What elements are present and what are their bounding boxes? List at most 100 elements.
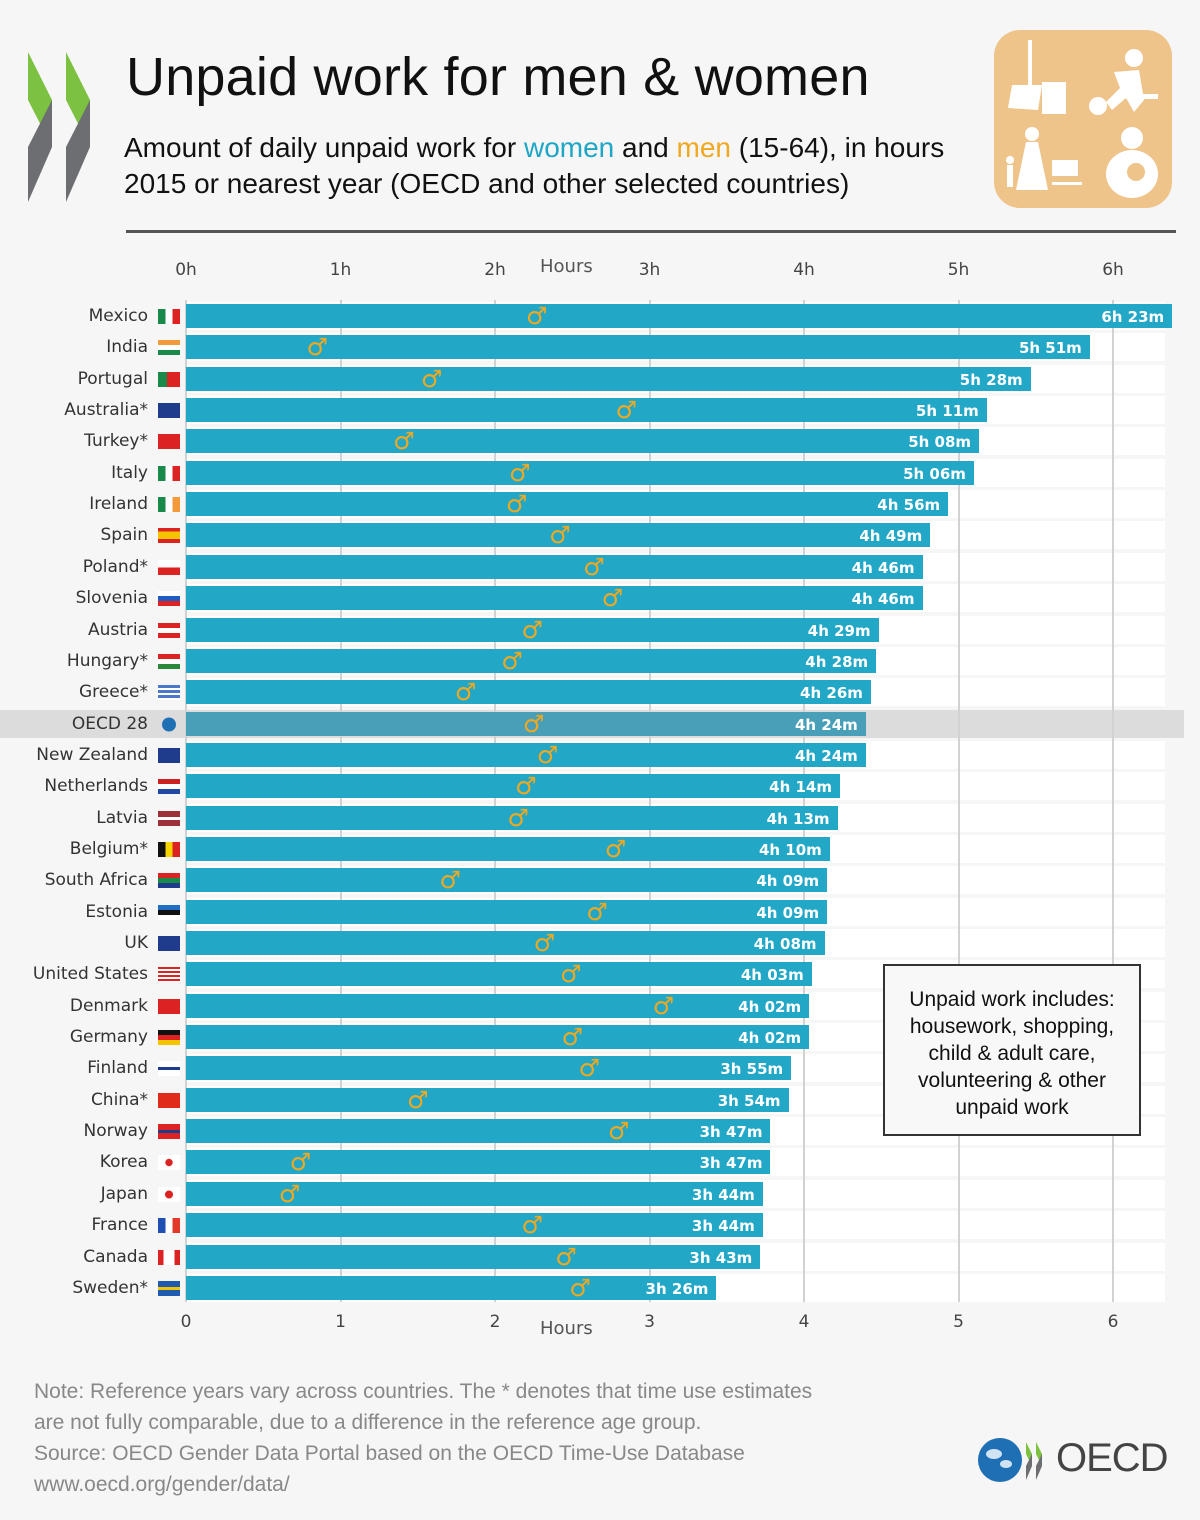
bar-women[interactable] — [186, 1119, 771, 1144]
category-label: Norway — [83, 1121, 149, 1142]
bar-value-label: 3h 26m — [645, 1279, 709, 1298]
source-url[interactable]: www.oecd.org/gender/data/ — [34, 1473, 290, 1496]
male-marker-icon: ♂ — [306, 333, 329, 362]
category-label: China* — [90, 1089, 148, 1110]
category-label: New Zealand — [36, 744, 148, 765]
bar-women[interactable] — [186, 836, 830, 861]
bar-value-label: 4h 46m — [851, 590, 915, 609]
bar-value-label: 3h 44m — [691, 1185, 755, 1204]
unpaid-work-definition-box: Unpaid work includes: housework, shoppin… — [883, 964, 1141, 1136]
bar-women[interactable] — [186, 429, 980, 454]
bar-women[interactable] — [186, 648, 877, 673]
bar-women[interactable] — [186, 617, 879, 642]
legend-women: women — [523, 132, 615, 163]
footnote: Note: Reference years vary across countr… — [34, 1380, 813, 1403]
flag-canada-icon — [158, 1249, 180, 1265]
bar-value-label: 5h 11m — [915, 402, 979, 421]
bar-women[interactable] — [186, 304, 1173, 328]
note-line: unpaid work — [955, 1096, 1069, 1119]
bar-women[interactable] — [186, 931, 825, 955]
x-tick-label-top: 6h — [1102, 260, 1124, 280]
subtitle-text: and — [614, 132, 677, 163]
male-marker-icon: ♂ — [615, 396, 638, 425]
bar-women[interactable] — [186, 1056, 792, 1081]
bar-women[interactable] — [186, 398, 987, 423]
category-label: Portugal — [77, 368, 148, 389]
flag-germany-icon — [158, 1030, 180, 1046]
bar-women[interactable] — [186, 774, 840, 799]
category-label: South Africa — [44, 870, 148, 891]
x-tick-label-top: 3h — [638, 260, 661, 280]
bar-value-label: 3h 47m — [699, 1123, 763, 1142]
category-label: Italy — [111, 462, 148, 483]
male-marker-icon: ♂ — [549, 521, 571, 550]
male-marker-icon: ♂ — [439, 866, 461, 895]
bar-women[interactable] — [186, 1213, 763, 1238]
child-care-icon — [1106, 127, 1158, 198]
broom-icon — [1008, 40, 1066, 114]
bar-women[interactable] — [186, 962, 812, 987]
flag-denmark-icon — [158, 998, 180, 1014]
bar-women[interactable] — [186, 680, 871, 705]
bar-women[interactable] — [186, 366, 1031, 391]
bar-women[interactable] — [186, 1181, 763, 1206]
bar-women[interactable] — [186, 1275, 717, 1300]
male-marker-icon: ♂ — [583, 552, 605, 581]
bar-women[interactable] — [186, 554, 923, 579]
category-label: Australia* — [64, 400, 148, 421]
subtitle-text: (15-64), in hours — [731, 132, 945, 163]
bar-women[interactable] — [186, 460, 974, 485]
note-line: Unpaid work includes: — [909, 988, 1115, 1011]
bar-women[interactable] — [186, 523, 931, 548]
bar-women[interactable] — [186, 899, 828, 924]
male-marker-icon: ♂ — [555, 1242, 577, 1271]
gridline — [339, 300, 342, 1302]
flag-slovenia-icon — [158, 591, 180, 607]
footer-notes: Note: Reference years vary across countr… — [34, 1376, 812, 1500]
bar-value-label: 4h 24m — [794, 715, 858, 734]
male-marker-icon: ♂ — [559, 960, 582, 989]
flag-japan-icon — [158, 1186, 180, 1202]
bar-women[interactable] — [186, 586, 923, 611]
male-marker-icon: ♂ — [508, 458, 531, 487]
note-line: child & adult care, — [928, 1042, 1096, 1065]
bar-value-label: 4h 56m — [877, 496, 941, 515]
male-marker-icon: ♂ — [278, 1179, 301, 1208]
bar-women[interactable] — [186, 335, 1090, 360]
bar-women[interactable] — [186, 711, 866, 736]
x-tick-label-bottom: 5 — [953, 1312, 964, 1332]
x-tick-label-bottom: 1 — [335, 1312, 346, 1332]
category-label: Canada — [83, 1246, 148, 1267]
male-marker-icon: ♂ — [536, 740, 559, 769]
category-label: Mexico — [88, 306, 148, 326]
flag-new-zealand-icon — [158, 747, 180, 763]
bar-women[interactable] — [186, 1087, 789, 1112]
bar-women[interactable] — [186, 868, 828, 893]
category-label: Finland — [87, 1058, 148, 1079]
bar-women[interactable] — [186, 742, 866, 767]
header-divider — [126, 230, 1176, 233]
gridline — [1112, 300, 1114, 1302]
gridline — [494, 300, 496, 1302]
x-tick-label-bottom: 2 — [489, 1312, 501, 1332]
bar-women[interactable] — [186, 1150, 771, 1175]
bar-women[interactable] — [186, 993, 810, 1018]
bar-value-label: 4h 29m — [807, 621, 871, 640]
vacuum-cleaner-icon — [1089, 49, 1158, 115]
male-marker-icon: ♂ — [289, 1148, 312, 1177]
bar-women[interactable] — [186, 1025, 810, 1050]
flag-turkey-icon — [158, 434, 180, 450]
category-label: Latvia — [96, 807, 148, 828]
category-label: Germany — [69, 1027, 148, 1048]
male-marker-icon: ♂ — [501, 646, 523, 675]
bar-women[interactable] — [186, 805, 838, 830]
flag-poland-icon — [158, 559, 180, 575]
male-marker-icon: ♂ — [533, 929, 556, 957]
flag-netherlands-icon — [158, 779, 180, 795]
flag-hungary-icon — [158, 653, 180, 669]
bar-value-label: 4h 02m — [738, 997, 802, 1016]
flag-italy-icon — [158, 465, 180, 481]
flag-ireland-icon — [158, 497, 180, 513]
bar-women[interactable] — [186, 492, 949, 517]
bar-women[interactable] — [186, 1244, 761, 1269]
